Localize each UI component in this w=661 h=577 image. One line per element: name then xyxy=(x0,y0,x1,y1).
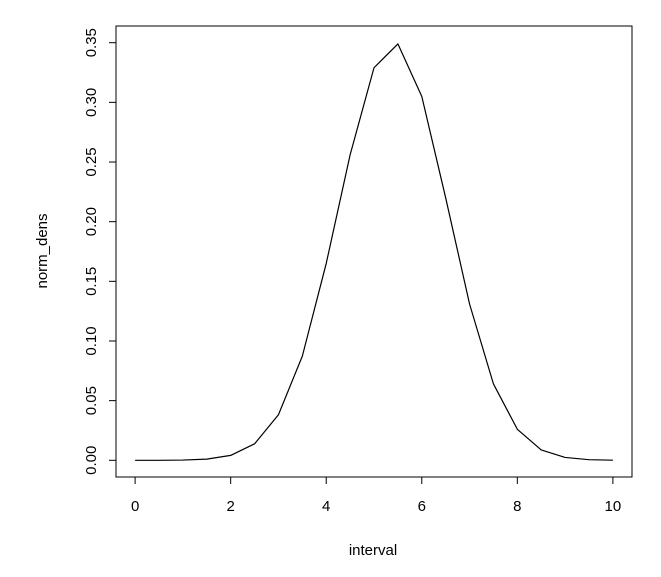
x-tick-label: 6 xyxy=(418,498,426,515)
density-line xyxy=(135,43,613,461)
plot-box xyxy=(115,25,633,478)
x-tick-label: 0 xyxy=(131,498,139,515)
x-tick-label: 4 xyxy=(322,498,330,515)
x-tick-label: 2 xyxy=(226,498,234,515)
y-tick-label: 0.10 xyxy=(83,326,100,355)
x-tick-label: 8 xyxy=(513,498,521,515)
y-tick-label: 0.25 xyxy=(83,147,100,176)
y-tick-label: 0.30 xyxy=(83,88,100,117)
y-tick-label: 0.00 xyxy=(83,446,100,475)
y-tick-label: 0.15 xyxy=(83,267,100,296)
x-tick-label: 10 xyxy=(605,498,622,515)
y-tick-label: 0.20 xyxy=(83,207,100,236)
y-axis-label: norm_dens xyxy=(34,213,51,288)
x-axis-label: interval xyxy=(349,542,397,559)
y-tick-label: 0.35 xyxy=(83,28,100,57)
y-tick-label: 0.05 xyxy=(83,386,100,415)
